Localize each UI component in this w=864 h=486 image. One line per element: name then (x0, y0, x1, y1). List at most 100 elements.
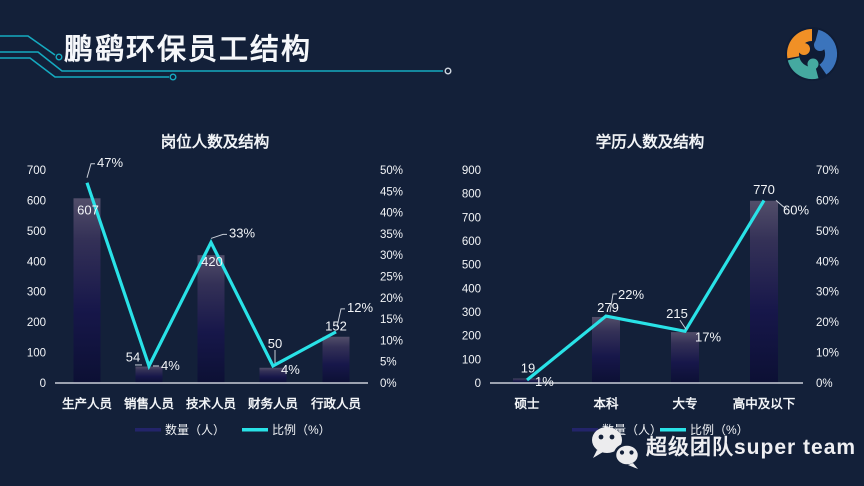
callout-line (86, 163, 95, 178)
bar-value-label: 50 (268, 336, 282, 351)
company-logo-icon (785, 27, 839, 81)
bar (671, 332, 699, 383)
chart-positions: 岗位人数及结构 0 100 200 300 400 500 600 700 0% 5% 10% 15% 2… (27, 132, 403, 437)
line-series (525, 199, 766, 382)
secondary-axis-tick-label: 40% (380, 208, 403, 220)
chart-education: 学历人数及结构 0 100 200 300 400 500 600 700 800 900 0% 10%… (462, 132, 839, 437)
percent-label: 4% (161, 358, 180, 373)
logo-teal-dot (807, 58, 819, 70)
secondary-axis-tick-label: 10% (380, 335, 403, 347)
y-axis-tick-label: 800 (462, 189, 481, 201)
chart-title: 学历人数及结构 (596, 132, 705, 151)
y-axis-tick-label: 700 (27, 165, 46, 177)
legend-bar-marker (572, 428, 598, 432)
page-title: 鹏鹞环保员工结构 (64, 34, 313, 66)
y-axis-tick-label: 0 (40, 378, 46, 390)
bar (322, 336, 350, 383)
secondary-axis-tick-label: 50% (816, 226, 839, 238)
circuit-node-icon (169, 73, 177, 81)
y-axis-tick-label: 0 (475, 378, 481, 390)
bar-value-label: 607 (77, 202, 99, 217)
circuit-node-icon (55, 53, 63, 61)
secondary-axis-tick-label: 30% (816, 287, 839, 299)
category-label: 生产人员 (62, 396, 113, 411)
bar (197, 255, 225, 383)
y-axis-tick-label: 100 (462, 354, 481, 366)
y-axis-tick-label: 900 (462, 165, 481, 177)
bar (513, 378, 541, 383)
line-series (85, 182, 337, 371)
percent-label: 17% (695, 329, 721, 344)
circuit-decoration (0, 35, 452, 81)
secondary-axis-tick-label: 35% (380, 229, 403, 241)
logo-orange-swirl (787, 29, 813, 59)
y-axis-tick-label: 300 (462, 307, 481, 319)
logo-orange-dot (798, 43, 810, 55)
percent-label: 12% (347, 300, 373, 315)
category-label: 销售人员 (124, 396, 175, 411)
logo-blue-swirl (814, 29, 838, 75)
circuit-line (0, 57, 169, 78)
secondary-axis-tick-label: 0% (816, 378, 833, 390)
secondary-axis-tick-label: 25% (380, 272, 403, 284)
y-axis-tick-label: 500 (462, 260, 481, 272)
y-axis-tick-label: 600 (462, 236, 481, 248)
callout-line (775, 200, 788, 209)
percent-label: 60% (783, 202, 809, 217)
circuit-line (0, 51, 443, 72)
legend-line-marker (242, 428, 268, 432)
secondary-axis-tick-label: 70% (816, 165, 839, 177)
y-axis-tick-label: 600 (27, 195, 46, 207)
y-axis-tick-label: 300 (27, 287, 46, 299)
category-label: 行政人员 (310, 396, 362, 411)
secondary-axis-tick-label: 40% (816, 256, 839, 268)
percent-label: 1% (535, 374, 554, 389)
legend-line-marker (660, 428, 686, 432)
callout-line (210, 233, 227, 239)
secondary-axis-tick-label: 45% (380, 186, 403, 198)
percent-label: 47% (97, 155, 123, 170)
callout-line (679, 319, 687, 330)
bar (750, 200, 778, 383)
bar-value-label: 279 (597, 300, 619, 315)
watermark-text: 超级团队super team (646, 436, 857, 459)
category-label: 高中及以下 (733, 396, 796, 411)
bar-value-label: 54 (126, 350, 140, 365)
secondary-axis-tick-label: 30% (380, 250, 403, 262)
bar (592, 316, 620, 383)
logo-blue-dot (814, 39, 826, 51)
y-axis-tick-label: 200 (462, 331, 481, 343)
chart-title: 岗位人数及结构 (161, 132, 270, 151)
legend-label: 数量（人） (165, 422, 225, 437)
circuit-node-icon (444, 67, 452, 75)
secondary-axis-tick-label: 0% (380, 378, 397, 390)
bar (135, 366, 163, 383)
bar (259, 367, 287, 383)
legend-label: 比例（%） (690, 423, 749, 437)
bar-value-label: 770 (753, 182, 775, 197)
watermark: 超级团队super team (586, 422, 856, 470)
percent-label: 4% (281, 362, 300, 377)
secondary-axis-tick-label: 60% (816, 195, 839, 207)
secondary-axis-tick-label: 50% (380, 165, 403, 177)
wechat-icon (592, 427, 641, 469)
y-axis-tick-label: 100 (27, 348, 46, 360)
y-axis-tick-label: 400 (462, 283, 481, 295)
category-label: 硕士 (514, 396, 540, 411)
circuit-line (0, 35, 56, 56)
y-axis-tick-label: 500 (27, 226, 46, 238)
legend-bar-marker (135, 428, 161, 432)
secondary-axis-tick-label: 5% (380, 357, 397, 369)
bar-value-label: 152 (325, 319, 347, 334)
category-label: 财务人员 (247, 396, 299, 411)
bar (73, 198, 101, 383)
logo-teal-swirl (787, 56, 819, 79)
y-axis-tick-label: 700 (462, 212, 481, 224)
callout-line (609, 293, 617, 313)
callout-line (336, 308, 345, 327)
category-label: 本科 (593, 396, 619, 411)
secondary-axis-tick-label: 10% (816, 348, 839, 360)
y-axis-tick-label: 400 (27, 256, 46, 268)
bar-value-label: 420 (201, 254, 223, 269)
secondary-axis-tick-label: 20% (816, 317, 839, 329)
